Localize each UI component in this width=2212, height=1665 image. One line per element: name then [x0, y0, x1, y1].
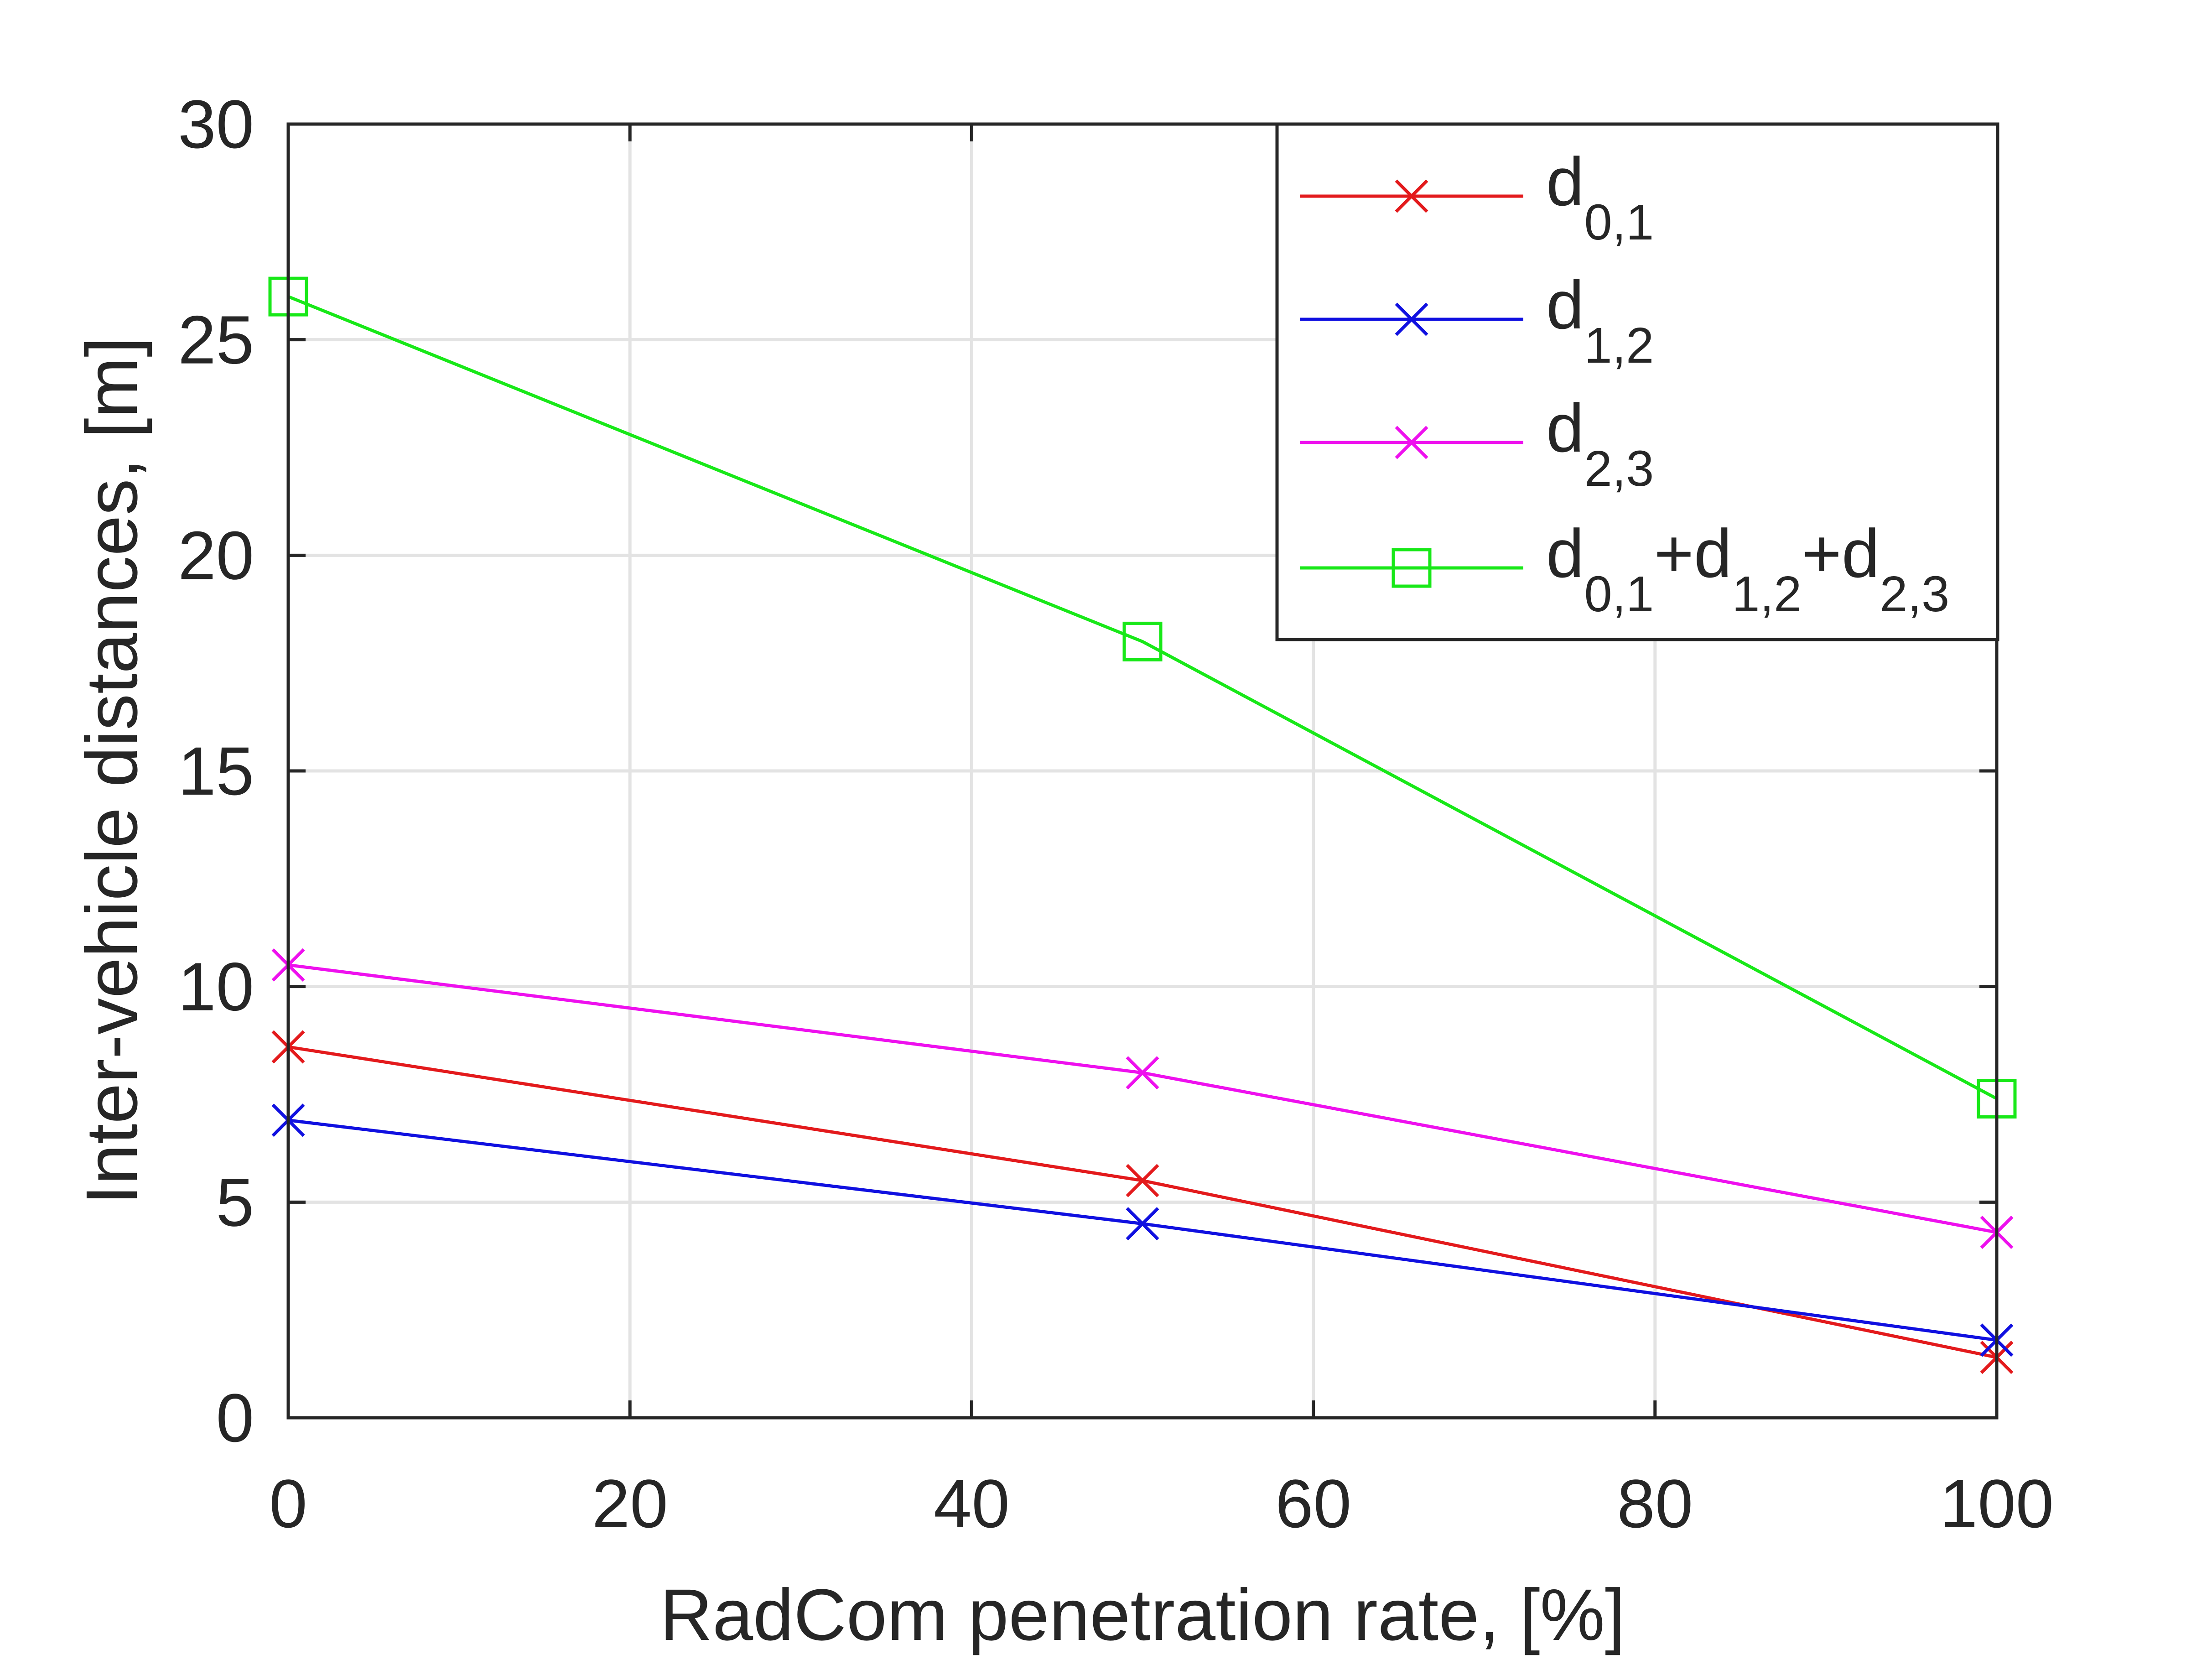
y-tick-label: 30	[178, 86, 254, 162]
legend-label: d0,1​	[1546, 143, 1654, 250]
legend: d0,1​d1,2​d2,3​d0,1​+d1,2​+d2,3​	[1275, 122, 1999, 641]
x-tick-label: 20	[592, 1465, 668, 1542]
y-axis-label: Inter-vehicle distances, [m]	[71, 337, 152, 1205]
x-tick-label: 60	[1275, 1465, 1351, 1542]
x-tick-label: 80	[1617, 1465, 1693, 1542]
legend-label-base: d	[1546, 390, 1584, 466]
y-tick-label: 25	[178, 302, 254, 378]
x-axis-label: RadCom penetration rate, [%]	[660, 1574, 1625, 1655]
legend-label-base: d	[1546, 266, 1584, 343]
series-line-3	[287, 295, 1998, 1100]
legend-item: d0,1​	[1300, 143, 1654, 250]
legend-label-subscript: 0,1	[1584, 566, 1654, 622]
x-marker	[1126, 1207, 1159, 1241]
legend-label-base: d	[1546, 515, 1584, 592]
x-marker	[1126, 1056, 1159, 1090]
y-tick-label: 15	[178, 733, 254, 809]
legend-label: d0,1​+d1,2​+d2,3​	[1546, 515, 1949, 622]
x-marker	[1395, 302, 1428, 336]
x-marker	[1395, 426, 1428, 459]
y-tick-label: 10	[178, 948, 254, 1025]
square-marker	[1122, 621, 1163, 661]
legend-label-subscript: 0,1	[1584, 194, 1654, 250]
tick-labels: 0 20 40 60 80 100 0 5 10 15 20 25 30	[178, 86, 2054, 1542]
legend-label: d2,3​	[1546, 390, 1654, 497]
legend-item: d1,2​	[1300, 266, 1654, 374]
x-tick-label: 0	[269, 1465, 307, 1542]
legend-label-base: +d	[1654, 515, 1732, 592]
legend-label-subscript: 1,2	[1584, 317, 1654, 374]
x-tick-label: 40	[934, 1465, 1010, 1542]
legend-label-base: d	[1546, 143, 1584, 220]
legend-label-subscript: 1,2	[1732, 566, 1802, 622]
x-marker	[1126, 1164, 1159, 1197]
x-tick-label: 100	[1940, 1465, 2054, 1542]
x-marker	[1395, 179, 1428, 213]
legend-label-subscript: 2,3	[1880, 566, 1949, 622]
y-tick-label: 0	[216, 1379, 254, 1456]
y-tick-label: 20	[178, 517, 254, 593]
y-tick-label: 5	[216, 1164, 254, 1240]
square-marker	[1392, 548, 1432, 588]
legend-item: d2,3​	[1300, 390, 1654, 497]
legend-label-base: +d	[1802, 515, 1880, 592]
legend-label-subscript: 2,3	[1584, 441, 1654, 497]
legend-label: d1,2​	[1546, 266, 1654, 374]
legend-item: d0,1​+d1,2​+d2,3​	[1300, 515, 1949, 622]
